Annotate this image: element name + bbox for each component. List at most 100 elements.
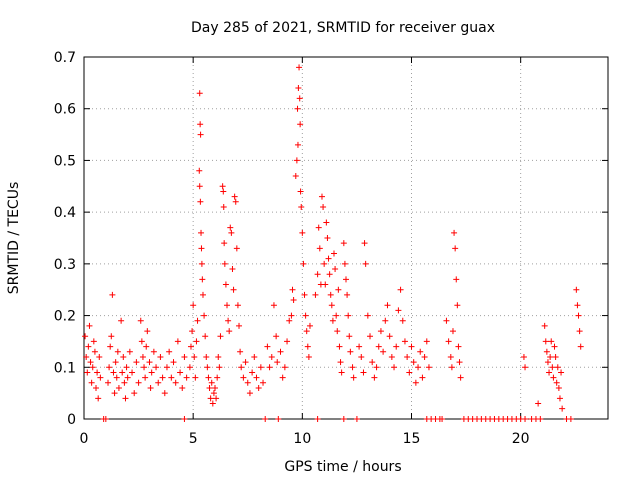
data-point [215,353,222,360]
data-point [419,374,426,381]
y-axis-tick-labels: 0 0.1 0.2 0.3 0.4 0.5 0.6 0.7 [54,50,76,428]
y-tick-label: 0.6 [54,102,76,118]
data-point [214,374,221,381]
data-point [273,333,280,340]
data-point [174,338,181,345]
data-point [297,188,304,195]
data-point [138,338,145,345]
data-point [231,193,238,200]
data-point [288,312,295,319]
x-axis-label: GPS time / hours [284,459,401,475]
data-point [341,260,348,267]
data-point [120,353,127,360]
data-point [544,359,551,366]
data-point [201,312,208,319]
data-point [199,291,206,298]
data-point [157,353,164,360]
data-point [417,348,424,355]
data-point [88,379,95,386]
data-point [297,121,304,128]
data-point [554,364,561,371]
data-point [107,343,114,350]
data-point [358,353,365,360]
data-point [202,333,209,340]
data-point [447,353,454,360]
data-point [266,364,273,371]
data-point [576,328,583,335]
data-point [520,353,527,360]
data-point [322,281,329,288]
data-point [177,369,184,376]
data-point [274,359,281,366]
data-point [455,343,462,350]
data-point [170,359,177,366]
y-tick-label: 0 [67,412,76,428]
data-point [522,364,529,371]
data-point [393,343,400,350]
data-point [558,369,565,376]
data-point [89,364,96,371]
data-point [335,286,342,293]
data-point [205,374,212,381]
data-point [187,343,194,350]
data-point [204,364,211,371]
data-point [139,353,146,360]
data-point [210,390,217,397]
data-point [186,364,193,371]
data-point [142,374,149,381]
data-point [574,302,581,309]
data-point [300,260,307,267]
data-point [386,333,393,340]
data-point [255,384,262,391]
plot-frame [83,56,609,420]
data-point [326,271,333,278]
data-point [555,384,562,391]
data-point [292,172,299,179]
data-point [340,240,347,247]
y-tick-label: 0.1 [54,360,76,376]
data-point [196,90,203,97]
data-point [391,364,398,371]
data-point [356,343,363,350]
data-point [148,369,155,376]
data-point [448,364,455,371]
data-point [199,276,206,283]
data-point [350,374,357,381]
data-point [412,379,419,386]
data-point [222,281,229,288]
data-point [143,343,150,350]
data-point [198,245,205,252]
data-point [124,374,131,381]
data-point [364,312,371,319]
data-point [161,390,168,397]
data-point [95,395,102,402]
data-point [232,198,239,205]
data-point [399,317,406,324]
data-point [573,286,580,293]
data-point [168,374,175,381]
data-point [408,343,415,350]
data-points [82,64,584,422]
data-point [553,379,560,386]
data-point [289,286,296,293]
data-point [406,369,413,376]
data-point [281,364,288,371]
data-point [547,353,554,360]
data-point [315,224,322,231]
data-point [314,416,321,422]
x-tick-label: 15 [403,431,421,447]
chart-title: Day 285 of 2021, SRMTID for receiver gua… [191,20,495,36]
data-point [179,384,186,391]
data-point [344,291,351,298]
data-point [166,348,173,355]
data-point [268,353,275,360]
data-point [181,353,188,360]
data-point [522,416,529,422]
data-point [421,353,428,360]
data-point [253,374,260,381]
data-point [541,322,548,329]
data-point [198,229,205,236]
data-point [115,384,122,391]
data-point [150,348,157,355]
data-point [123,364,130,371]
